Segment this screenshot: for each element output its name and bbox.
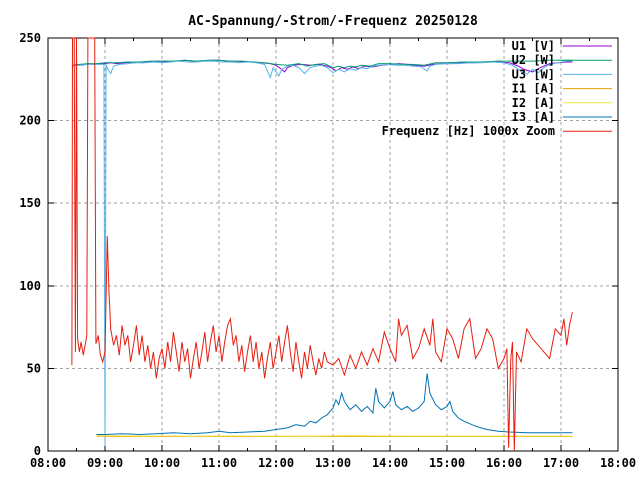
axis-ticks: [47, 37, 619, 452]
x-tick-label: 11:00: [201, 456, 237, 470]
legend-label: I2 [A]: [512, 96, 555, 110]
x-tick-label: 17:00: [543, 456, 579, 470]
legend-label: I3 [A]: [512, 110, 555, 124]
legend-label: I1 [A]: [512, 82, 555, 96]
series-u3: [71, 60, 573, 447]
y-tick-label: 250: [19, 31, 41, 45]
legend-label: U2 [W]: [512, 53, 555, 67]
legend-label: U1 [V]: [512, 39, 555, 53]
y-tick-label: 100: [19, 279, 41, 293]
x-tick-label: 16:00: [486, 456, 522, 470]
grid: [48, 38, 618, 451]
axis-labels: 08:00 09:00 10:00 11:00 12:00 13:00 14:00 15:00…: [19, 31, 636, 470]
x-tick-label: 08:00: [30, 456, 66, 470]
legend: U1 [V]U2 [W]U3 [W]I1 [A]I2 [A]I3 [A]Freq…: [382, 39, 612, 138]
legend-label: U3 [W]: [512, 67, 555, 81]
x-tick-label: 15:00: [429, 456, 465, 470]
y-tick-label: 50: [27, 361, 41, 375]
x-tick-label: 10:00: [144, 456, 180, 470]
series-i2: [96, 435, 573, 437]
series-lines: [71, 37, 573, 452]
y-tick-label: 0: [34, 444, 41, 458]
x-tick-label: 09:00: [87, 456, 123, 470]
chart-title: AC-Spannung/-Strom/-Frequenz 20250128: [188, 14, 478, 29]
x-tick-label: 12:00: [258, 456, 294, 470]
series-u2: [71, 59, 573, 69]
legend-label: Frequenz [Hz] 1000x Zoom: [382, 124, 555, 138]
x-tick-label: 13:00: [315, 456, 351, 470]
y-tick-label: 200: [19, 114, 41, 128]
x-tick-label: 14:00: [372, 456, 408, 470]
series-frequenz: [71, 37, 573, 452]
x-tick-label: 18:00: [600, 456, 636, 470]
series-i3: [96, 373, 573, 436]
y-tick-label: 150: [19, 196, 41, 210]
